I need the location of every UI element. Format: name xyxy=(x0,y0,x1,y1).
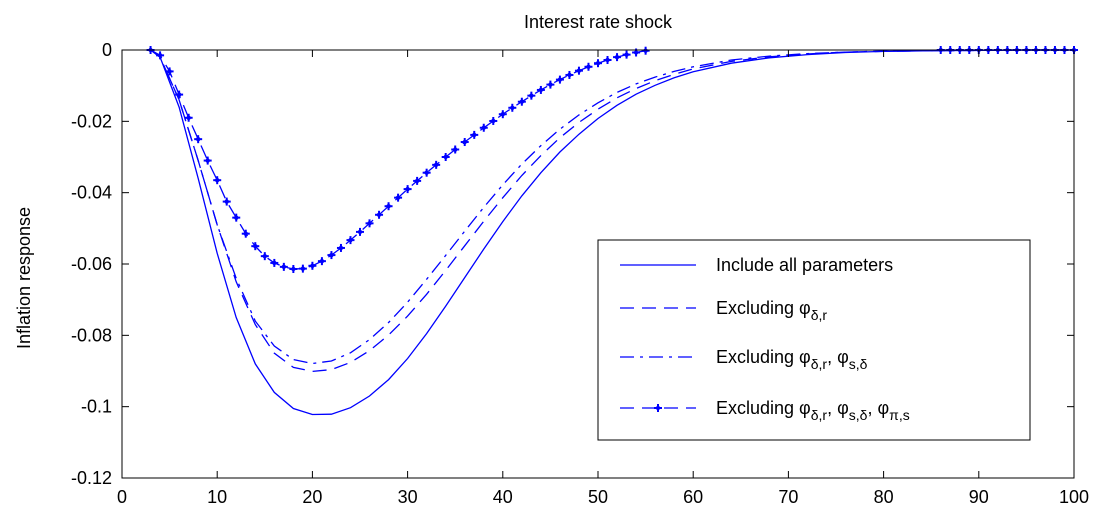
series-point xyxy=(251,242,260,251)
series-point xyxy=(222,197,231,206)
series-point xyxy=(470,130,479,139)
series-point xyxy=(175,90,184,99)
series-point xyxy=(574,66,583,75)
series-point xyxy=(565,70,574,79)
legend-label: Excluding φδ,r​, φs,δ​, φπ,s​ xyxy=(716,398,910,423)
series-point xyxy=(413,176,422,185)
series-point xyxy=(460,138,469,147)
series-point xyxy=(555,75,564,84)
legend-label: Excluding φδ,r​, φs,δ​ xyxy=(716,347,868,372)
y-tick-label: -0.04 xyxy=(71,183,112,203)
y-tick-label: 0 xyxy=(102,40,112,60)
legend-item: Excluding φδ,r​, φs,δ​, φπ,s​ xyxy=(620,398,910,423)
series-point xyxy=(298,264,307,273)
x-tick-label: 80 xyxy=(874,487,894,507)
series-point xyxy=(594,59,602,68)
series-point xyxy=(403,185,412,194)
series-point xyxy=(194,135,203,144)
series-point xyxy=(536,85,545,94)
legend-item: Include all parameters xyxy=(620,255,893,275)
series-point xyxy=(432,160,441,169)
series-point xyxy=(384,202,393,211)
series-point xyxy=(641,46,650,55)
series-point xyxy=(336,243,345,252)
x-tick-label: 30 xyxy=(398,487,418,507)
x-tick-label: 70 xyxy=(778,487,798,507)
x-tick-label: 90 xyxy=(969,487,989,507)
series-point xyxy=(356,227,364,236)
series-point xyxy=(232,213,241,222)
series-line xyxy=(150,49,646,270)
series-point xyxy=(441,153,450,161)
y-tick-label: -0.1 xyxy=(81,397,112,417)
series-point xyxy=(603,55,612,64)
series-point xyxy=(584,62,593,71)
legend-label: Include all parameters xyxy=(716,255,893,275)
series-layer xyxy=(146,46,1078,416)
series-point xyxy=(622,50,631,59)
series-point xyxy=(451,145,460,154)
x-tick-label: 0 xyxy=(117,487,127,507)
y-tick-label: -0.02 xyxy=(71,111,112,131)
y-tick-label: -0.12 xyxy=(71,468,112,488)
y-axis-label: Inflation response xyxy=(14,207,34,349)
series-point xyxy=(184,113,193,122)
series-point xyxy=(546,80,555,89)
series-point xyxy=(308,261,317,270)
series-point xyxy=(375,210,384,219)
legend-items: Include all parameters Excluding φδ,r​ Exc… xyxy=(620,255,910,423)
series-point xyxy=(422,168,431,177)
series-point xyxy=(346,236,355,245)
chart-title: Interest rate shock xyxy=(524,12,673,32)
series-point xyxy=(508,103,517,112)
x-tick-label: 50 xyxy=(588,487,608,507)
legend-label: Excluding φδ,r​ xyxy=(716,298,827,323)
x-tick-label: 40 xyxy=(493,487,513,507)
series-point xyxy=(213,176,222,185)
series-point xyxy=(327,251,336,260)
series-point xyxy=(260,252,269,261)
series-3 xyxy=(150,49,1074,365)
series-point xyxy=(489,116,498,125)
legend-item: Excluding φδ,r​, φs,δ​ xyxy=(620,347,868,372)
series-point xyxy=(317,257,326,266)
legend-marker xyxy=(654,404,662,412)
series-point xyxy=(156,51,165,60)
series-point xyxy=(365,219,374,228)
series-point xyxy=(517,97,526,106)
ticks-layer: 0 10 20 30 40 50 60 70 80 90 100 0 -0.02 -0.04 -0.06 -0… xyxy=(71,40,1089,507)
x-tick-label: 10 xyxy=(207,487,227,507)
x-tick-label: 100 xyxy=(1059,487,1089,507)
series-point xyxy=(498,110,507,119)
legend-box xyxy=(597,239,1031,441)
plot-frame xyxy=(121,49,1075,479)
series-line xyxy=(150,49,1074,416)
series-point xyxy=(241,229,250,238)
y-tick-label: -0.08 xyxy=(71,325,112,345)
series-point xyxy=(527,91,536,100)
series-point xyxy=(289,264,298,273)
x-tick-label: 20 xyxy=(302,487,322,507)
legend-item: Excluding φδ,r​ xyxy=(620,298,827,323)
series-point xyxy=(394,193,403,202)
y-tick-label: -0.06 xyxy=(71,254,112,274)
series-4 xyxy=(146,46,650,273)
series-line xyxy=(150,49,1074,365)
series-point xyxy=(479,123,488,132)
x-tick-label: 60 xyxy=(683,487,703,507)
series-point xyxy=(270,258,279,267)
series-point xyxy=(279,262,288,271)
series-point xyxy=(203,156,212,165)
series-point xyxy=(165,67,174,76)
series-1 xyxy=(150,49,1074,416)
legend: Include all parameters Excluding φδ,r​ Exc… xyxy=(597,239,1031,441)
series-point xyxy=(613,53,622,62)
